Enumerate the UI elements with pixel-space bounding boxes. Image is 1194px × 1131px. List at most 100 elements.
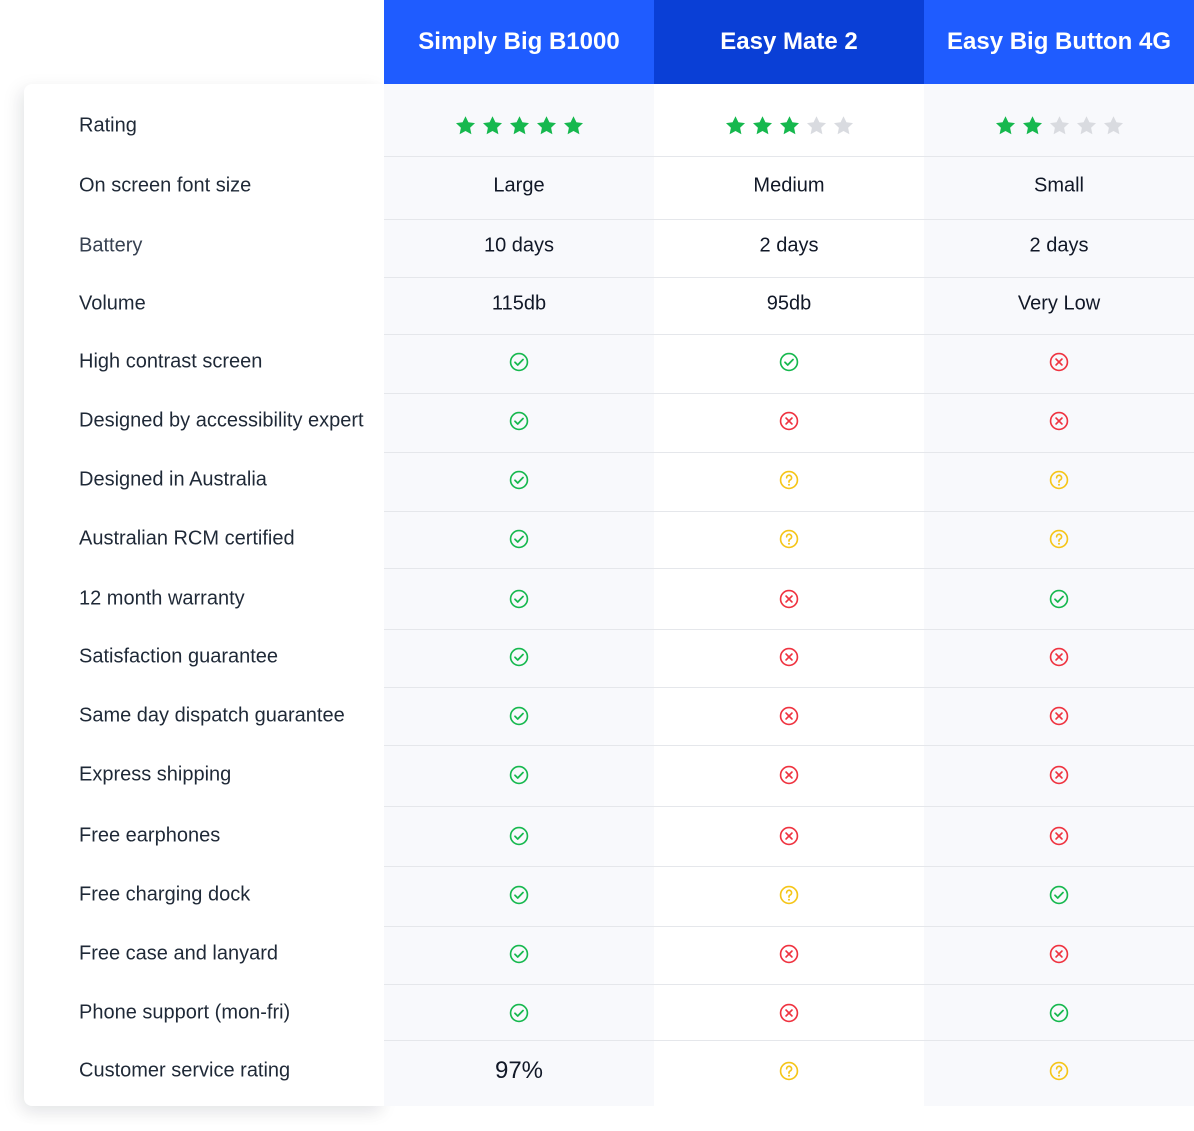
feature-label: Designed in Australia [79,468,267,491]
x-circle-icon [779,647,799,667]
feature-label: Volume [79,292,146,315]
status-cell [1048,351,1070,373]
check-circle-icon [509,706,529,726]
row-divider [384,745,1194,746]
x-circle-icon [779,589,799,609]
star-empty-icon [1076,116,1096,135]
star-empty-icon [1049,116,1069,135]
value-text: 115db [491,292,547,315]
row-divider [384,219,1194,220]
status-cell [1048,469,1070,491]
feature-label: Battery [79,234,143,257]
x-circle-icon [1049,411,1069,431]
x-circle-icon [779,765,799,785]
feature-label: Rating [79,114,137,137]
star-filled-icon [536,116,556,135]
feature-label: Free charging dock [79,883,251,906]
check-circle-icon [509,944,529,964]
x-circle-icon [1049,706,1069,726]
feature-label: Free case and lanyard [79,942,279,965]
feature-label: Same day dispatch guarantee [79,704,345,727]
status-cell [778,1060,800,1082]
check-circle-icon [509,352,529,372]
status-cell [508,646,530,668]
feature-label: Customer service rating [79,1059,291,1082]
product-column-1 [384,84,654,1106]
value-text: 97% [494,1057,544,1084]
status-cell [1048,646,1070,668]
status-cell [778,410,800,432]
status-cell [778,528,800,550]
star-empty-icon [1103,116,1123,135]
row-divider [384,629,1194,630]
status-cell [1048,943,1070,965]
status-cell [778,884,800,906]
status-cell [1048,1002,1070,1024]
question-circle-icon [1049,1061,1069,1081]
value-text: 2 days [759,234,819,257]
status-cell [1048,705,1070,727]
check-circle-icon [1049,885,1069,905]
status-cell [1048,410,1070,432]
status-cell [508,884,530,906]
status-cell [508,410,530,432]
status-cell [778,646,800,668]
status-cell [508,469,530,491]
check-circle-icon [509,647,529,667]
status-cell [1048,528,1070,550]
status-cell [508,351,530,373]
value-text: Large [493,174,545,197]
check-circle-icon [509,885,529,905]
star-filled-icon [752,116,772,135]
star-filled-icon [509,116,529,135]
status-cell [1048,884,1070,906]
check-circle-icon [779,352,799,372]
product-column-2 [654,84,924,1106]
star-empty-icon [833,116,853,135]
feature-label: On screen font size [79,174,252,197]
star-filled-icon [482,116,502,135]
check-circle-icon [509,529,529,549]
row-divider [384,926,1194,927]
status-cell [778,469,800,491]
x-circle-icon [779,411,799,431]
feature-label: Express shipping [79,763,232,786]
row-divider [384,806,1194,807]
value-text: 10 days [483,234,555,257]
check-circle-icon [509,826,529,846]
status-cell [778,588,800,610]
x-circle-icon [779,1003,799,1023]
value-text: Very Low [1017,292,1101,315]
star-filled-icon [725,116,745,135]
product-header-3: Easy Big Button 4G [924,0,1194,84]
row-divider [384,687,1194,688]
feature-label: 12 month warranty [79,587,245,610]
status-cell [508,943,530,965]
question-circle-icon [779,885,799,905]
status-cell [1048,764,1070,786]
status-cell [778,1002,800,1024]
star-rating [992,114,1127,138]
status-cell [1048,1060,1070,1082]
status-cell [508,705,530,727]
question-circle-icon [779,529,799,549]
star-filled-icon [455,116,475,135]
row-divider [384,334,1194,335]
product-column-3 [924,84,1194,1106]
x-circle-icon [1049,944,1069,964]
status-cell [508,528,530,550]
product-header-1: Simply Big B1000 [384,0,654,84]
star-filled-icon [563,116,583,135]
question-circle-icon [1049,529,1069,549]
question-circle-icon [779,470,799,490]
question-circle-icon [779,1061,799,1081]
status-cell [778,764,800,786]
x-circle-icon [1049,765,1069,785]
value-text: Medium [753,174,825,197]
value-text: 95db [766,292,812,315]
check-circle-icon [509,765,529,785]
status-cell [778,351,800,373]
question-circle-icon [1049,470,1069,490]
row-divider [384,393,1194,394]
status-cell [1048,825,1070,847]
